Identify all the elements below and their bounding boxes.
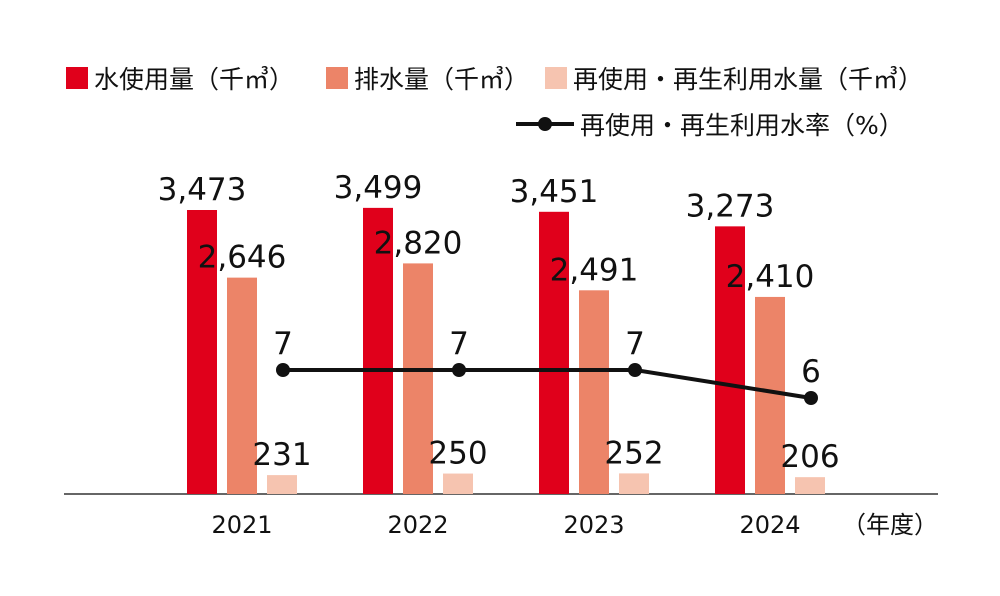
bar-value-label: 2,646 xyxy=(198,240,287,276)
x-tick-label: 2021 xyxy=(211,511,272,539)
bar-value-label: 2,491 xyxy=(550,252,639,288)
bar-value-label: 3,473 xyxy=(158,172,247,208)
legend-label: 再使用・再生利用水率（%） xyxy=(580,111,904,140)
rate-point-2022 xyxy=(452,363,466,377)
bar-2023-s0 xyxy=(539,211,569,495)
rate-value-label: 7 xyxy=(449,326,469,362)
legend-item-reuse: 再使用・再生利用水量（千㎥） xyxy=(545,60,923,96)
rate-value-label: 7 xyxy=(625,326,645,362)
bar-2021-s2 xyxy=(267,475,297,494)
bar-value-label: 206 xyxy=(780,439,839,475)
rate-point-2024 xyxy=(804,391,818,405)
bar-2022-s1 xyxy=(403,263,433,494)
bar-value-label: 3,499 xyxy=(334,170,423,206)
rate-value-label: 7 xyxy=(273,326,293,362)
legend-item-reuse-rate: 再使用・再生利用水率（%） xyxy=(516,106,904,142)
bar-value-label: 3,451 xyxy=(510,174,599,210)
legend-swatch xyxy=(545,67,567,89)
legend-label: 排水量（千㎥） xyxy=(354,65,530,94)
bar-2022-s0 xyxy=(363,207,393,494)
bar-value-label: 3,273 xyxy=(686,188,775,224)
rate-line xyxy=(283,368,812,400)
bar-2023-s1 xyxy=(579,290,609,494)
bar-2022-s2 xyxy=(443,473,473,494)
x-axis-unit-label: （年度） xyxy=(842,511,938,539)
bar-2021-s0 xyxy=(187,210,217,494)
bar-2021-s1 xyxy=(227,277,257,494)
legend-line-marker-icon xyxy=(516,117,574,131)
legend-label: 水使用量（千㎥） xyxy=(94,65,295,94)
rate-point-2023 xyxy=(628,363,642,377)
bar-value-label: 252 xyxy=(604,435,663,471)
legend-item-drainage: 排水量（千㎥） xyxy=(326,60,529,96)
legend-label: 再使用・再生利用水量（千㎥） xyxy=(573,65,924,94)
bar-2023-s2 xyxy=(619,473,649,494)
legend-swatch xyxy=(326,67,348,89)
legend-swatch xyxy=(66,67,88,89)
x-tick-label: 2023 xyxy=(563,511,624,539)
bar-value-label: 250 xyxy=(428,436,487,472)
bar-value-label: 2,410 xyxy=(726,259,815,295)
bar-2024-s1 xyxy=(755,296,785,494)
x-tick-label: 2022 xyxy=(387,511,448,539)
bar-2024-s0 xyxy=(715,226,745,494)
x-tick-label: 2024 xyxy=(739,511,800,539)
legend-item-water-use: 水使用量（千㎥） xyxy=(66,60,294,96)
rate-point-2021 xyxy=(276,363,290,377)
bar-value-label: 2,820 xyxy=(374,225,463,261)
bar-2024-s2 xyxy=(795,477,825,494)
rate-value-label: 6 xyxy=(801,354,821,390)
bar-value-label: 231 xyxy=(252,437,311,473)
